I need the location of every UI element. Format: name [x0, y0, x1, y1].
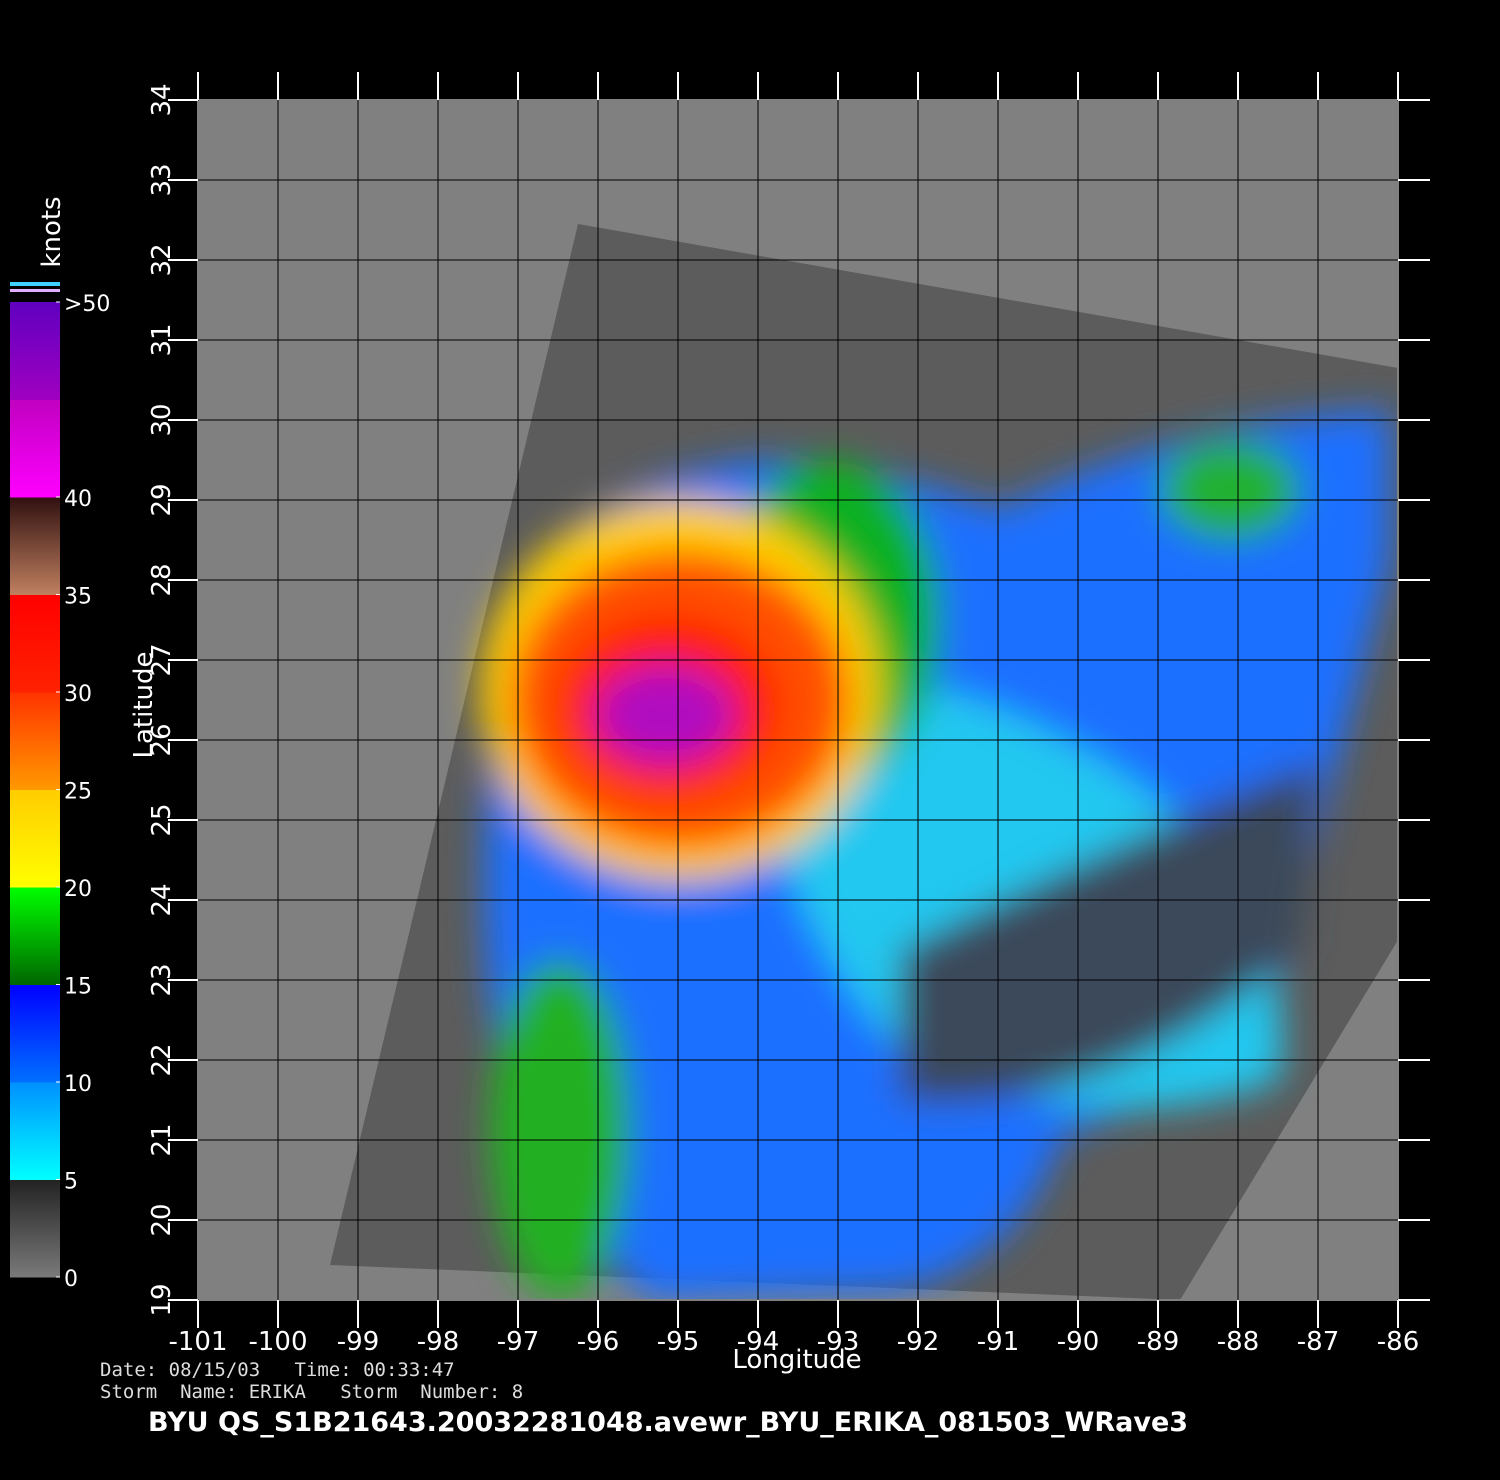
colorbar-segment [10, 1179, 60, 1278]
y-tick-label: 30 [147, 403, 177, 436]
x-tick-label: -99 [337, 1327, 379, 1357]
y-tick-label: 29 [147, 483, 177, 516]
y-tick-label: 31 [147, 323, 177, 356]
colorbar-cap [10, 282, 60, 286]
colorbar-segment [10, 1082, 60, 1180]
colorbar-tick-label: 25 [64, 780, 92, 805]
colorbar-segment [10, 692, 60, 790]
x-tick-label: -89 [1137, 1327, 1179, 1357]
colorbar-segment [10, 497, 60, 595]
y-tick-label: 26 [147, 723, 177, 756]
x-tick-label: -91 [977, 1327, 1019, 1357]
y-tick-label: 34 [147, 83, 177, 116]
x-tick-label: -94 [737, 1327, 779, 1357]
y-tick-label: 28 [147, 563, 177, 596]
colorbar-tick-label: 15 [64, 975, 92, 1000]
x-tick-label: -93 [817, 1327, 859, 1357]
colorbar-tick-label: 40 [64, 487, 92, 512]
colorbar-segment [10, 887, 60, 985]
colorbar-tick-label: 35 [64, 585, 92, 610]
colorbar-tick-label: 0 [64, 1267, 78, 1292]
x-tick-label: -87 [1297, 1327, 1339, 1357]
y-tick-label: 19 [147, 1283, 177, 1316]
y-tick-label: 27 [147, 643, 177, 676]
colorbar-tick-label: 20 [64, 877, 92, 902]
storm-line: Storm Name: ERIKA Storm Number: 8 [100, 1381, 523, 1403]
x-tick-label: -86 [1377, 1327, 1419, 1357]
colorbar: 0 5 10 15 20 25 30 35 40 >50 [10, 282, 110, 1292]
y-tick-label: 23 [147, 963, 177, 996]
y-tick-label: 33 [147, 163, 177, 196]
colorbar-tick-label: 10 [64, 1072, 92, 1097]
colorbar-tick-label: >50 [64, 292, 110, 317]
y-tick-label: 22 [147, 1043, 177, 1076]
x-tick-label: -90 [1057, 1327, 1099, 1357]
colorbar-segment [10, 594, 60, 693]
colorbar-cap [10, 289, 60, 292]
x-tick-label: -98 [417, 1327, 459, 1357]
y-tick-label: 24 [147, 883, 177, 916]
x-axis-label: Longitude [732, 1345, 861, 1375]
colorbar-title: knots [37, 196, 67, 267]
colorbar-tick-label: 30 [64, 682, 92, 707]
colorbar-tick-label: 5 [64, 1170, 78, 1195]
colorbar-segment [10, 984, 60, 1083]
x-tick-label: -97 [497, 1327, 539, 1357]
x-tick-label: -101 [168, 1327, 227, 1357]
colorbar-segment [10, 789, 60, 888]
colorbar-segment [10, 399, 60, 498]
y-tick-label: 21 [147, 1123, 177, 1156]
date-line: Date: 08/15/03 Time: 00:33:47 [100, 1359, 455, 1381]
y-tick-label: 20 [147, 1203, 177, 1236]
y-axis-label: Latitude [129, 651, 159, 758]
map-imagery [198, 100, 1398, 1300]
y-tick-label: 32 [147, 243, 177, 276]
axes: -101 -100 -99 -98 -97 -96 -95 -94 -93 -92 -91 -90 -8… [147, 72, 1430, 1357]
x-tick-label: -100 [248, 1327, 307, 1357]
x-tick-label: -92 [897, 1327, 939, 1357]
x-tick-label: -95 [657, 1327, 699, 1357]
x-tick-label: -96 [577, 1327, 619, 1357]
footer-title: BYU QS_S1B21643.20032281048.avewr_BYU_ER… [148, 1407, 1188, 1438]
grid [197, 99, 1399, 1301]
y-tick-label: 25 [147, 803, 177, 836]
colorbar-segment [10, 302, 60, 400]
x-tick-label: -88 [1217, 1327, 1259, 1357]
